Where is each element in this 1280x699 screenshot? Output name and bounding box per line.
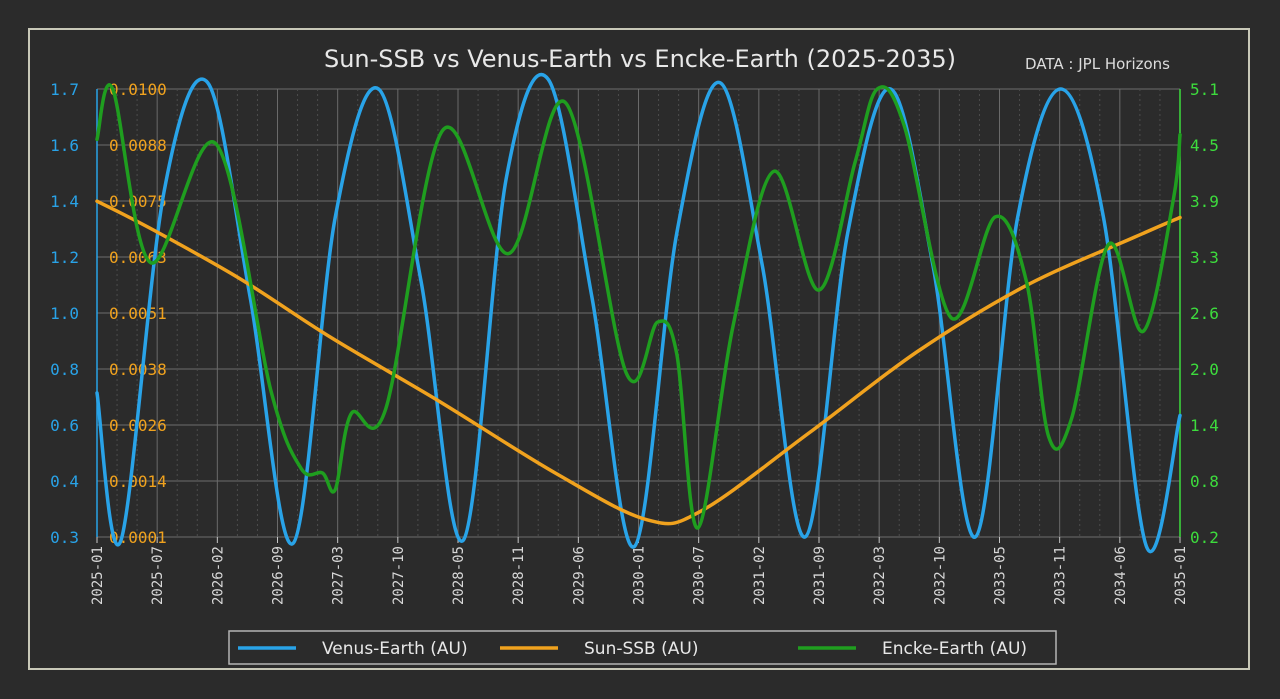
chart-frame (28, 28, 1250, 670)
x-tick-label: 2030-01 (632, 546, 648, 605)
left-axis-tick-label: 0.3 (50, 528, 79, 547)
axes: 2025-01 2025-07 2026-02 2026-09 2027-03 2027-… (50, 80, 1219, 605)
right-axis-tick-label: 1.4 (1190, 416, 1219, 435)
series-line-0 (95, 72, 1182, 553)
right-axis-tick-label: 2.6 (1190, 304, 1219, 323)
right-axis-tick-label: 0.2 (1190, 528, 1219, 547)
inner-axis-tick-label: 0.0014 (109, 472, 167, 491)
left-axis-tick-label: 0.4 (50, 472, 79, 491)
x-tick-label: 2030-07 (692, 546, 708, 605)
right-axis-tick-label: 3.9 (1190, 192, 1219, 211)
right-axis-tick-label: 4.5 (1190, 136, 1219, 155)
x-tick-label: 2034-06 (1113, 546, 1129, 605)
x-tick-label: 2027-10 (391, 546, 407, 605)
legend-box (228, 630, 1057, 665)
inner-axis-tick-label: 0.0100 (109, 80, 167, 99)
right-axis-tick-label: 2.0 (1190, 360, 1219, 379)
legend-label: Encke-Earth (AU) (882, 639, 1027, 659)
left-axis-tick-label: 1.0 (50, 304, 79, 323)
chart-title: Sun-SSB vs Venus-Earth vs Encke-Earth (2… (324, 45, 956, 73)
legend-label: Sun-SSB (AU) (584, 639, 698, 659)
x-tick-label: 2031-02 (752, 546, 768, 605)
x-tick-label: 2035-01 (1173, 546, 1189, 605)
x-tick-label: 2033-05 (993, 546, 1009, 605)
right-axis-tick-label: 3.3 (1190, 248, 1219, 267)
x-tick-label: 2026-09 (271, 546, 287, 605)
x-tick-label: 2025-07 (150, 546, 166, 605)
x-tick-label: 2028-11 (511, 546, 527, 605)
x-tick-label: 2033-11 (1053, 546, 1069, 605)
left-axis-tick-label: 0.8 (50, 360, 79, 379)
right-axis-tick-label: 5.1 (1190, 80, 1219, 99)
left-axis-tick-label: 1.4 (50, 192, 79, 211)
inner-axis-tick-label: 0.0051 (109, 304, 167, 323)
x-tick-label: 2029-06 (571, 546, 587, 605)
legend-label: Venus-Earth (AU) (322, 639, 468, 659)
x-tick-label: 2026-02 (210, 546, 226, 605)
plot-series (95, 72, 1182, 553)
x-tick-label: 2025-01 (90, 546, 106, 605)
inner-axis-tick-label: 0.0088 (109, 136, 167, 155)
x-tick-label: 2032-03 (872, 546, 888, 605)
x-tick-label: 2028-05 (451, 546, 467, 605)
x-tick-label: 2031-09 (812, 546, 828, 605)
legend: Venus-Earth (AU) Sun-SSB (AU) Encke-Earth … (228, 630, 1057, 665)
left-axis-tick-label: 0.6 (50, 416, 79, 435)
inner-axis-tick-label: 0.0075 (109, 192, 167, 211)
right-axis-tick-label: 0.8 (1190, 472, 1219, 491)
data-source-label: DATA : JPL Horizons (1025, 55, 1170, 73)
left-axis-tick-label: 1.2 (50, 248, 79, 267)
left-axis-tick-label: 1.7 (50, 80, 79, 99)
series-line-2 (95, 83, 1182, 530)
x-tick-label: 2032-10 (932, 546, 948, 605)
inner-axis-tick-label: 0.0038 (109, 360, 167, 379)
x-tick-label: 2027-03 (331, 546, 347, 605)
left-axis-tick-label: 1.6 (50, 136, 79, 155)
